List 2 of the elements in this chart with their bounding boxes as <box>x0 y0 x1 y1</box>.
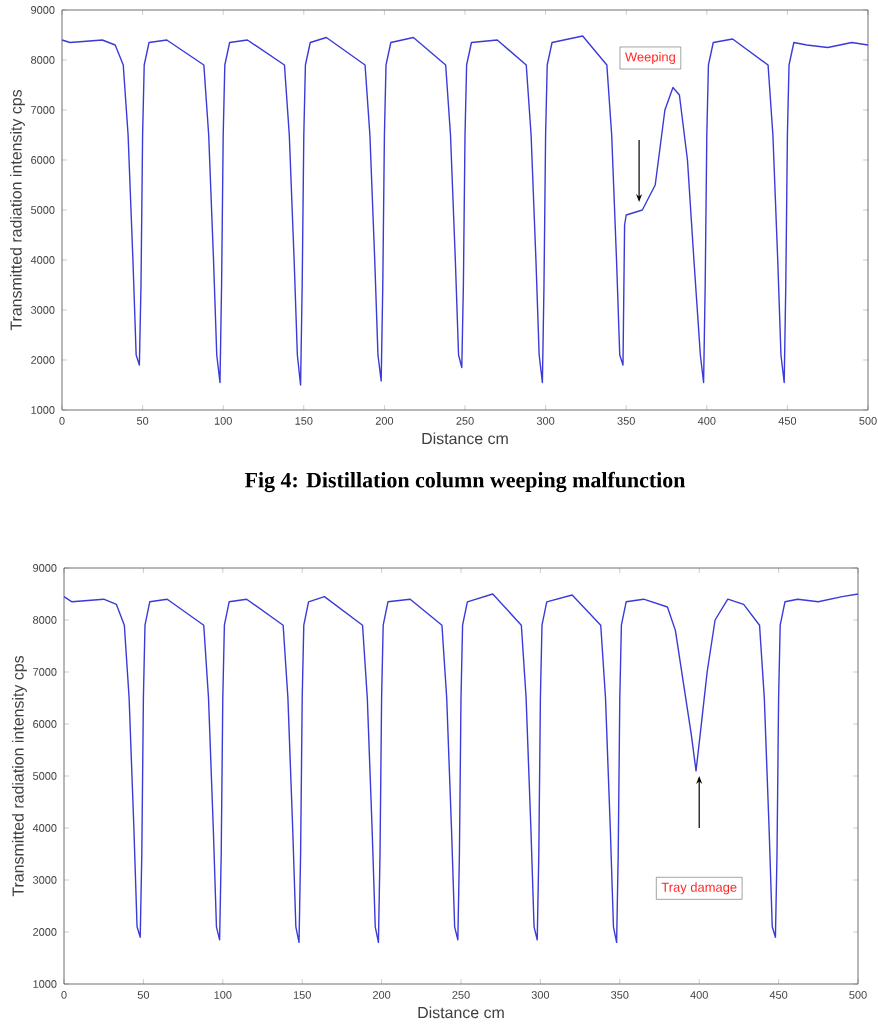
caption: Fig 4: Distillation column weeping malfunction <box>244 471 686 493</box>
line-series <box>61 35 869 386</box>
